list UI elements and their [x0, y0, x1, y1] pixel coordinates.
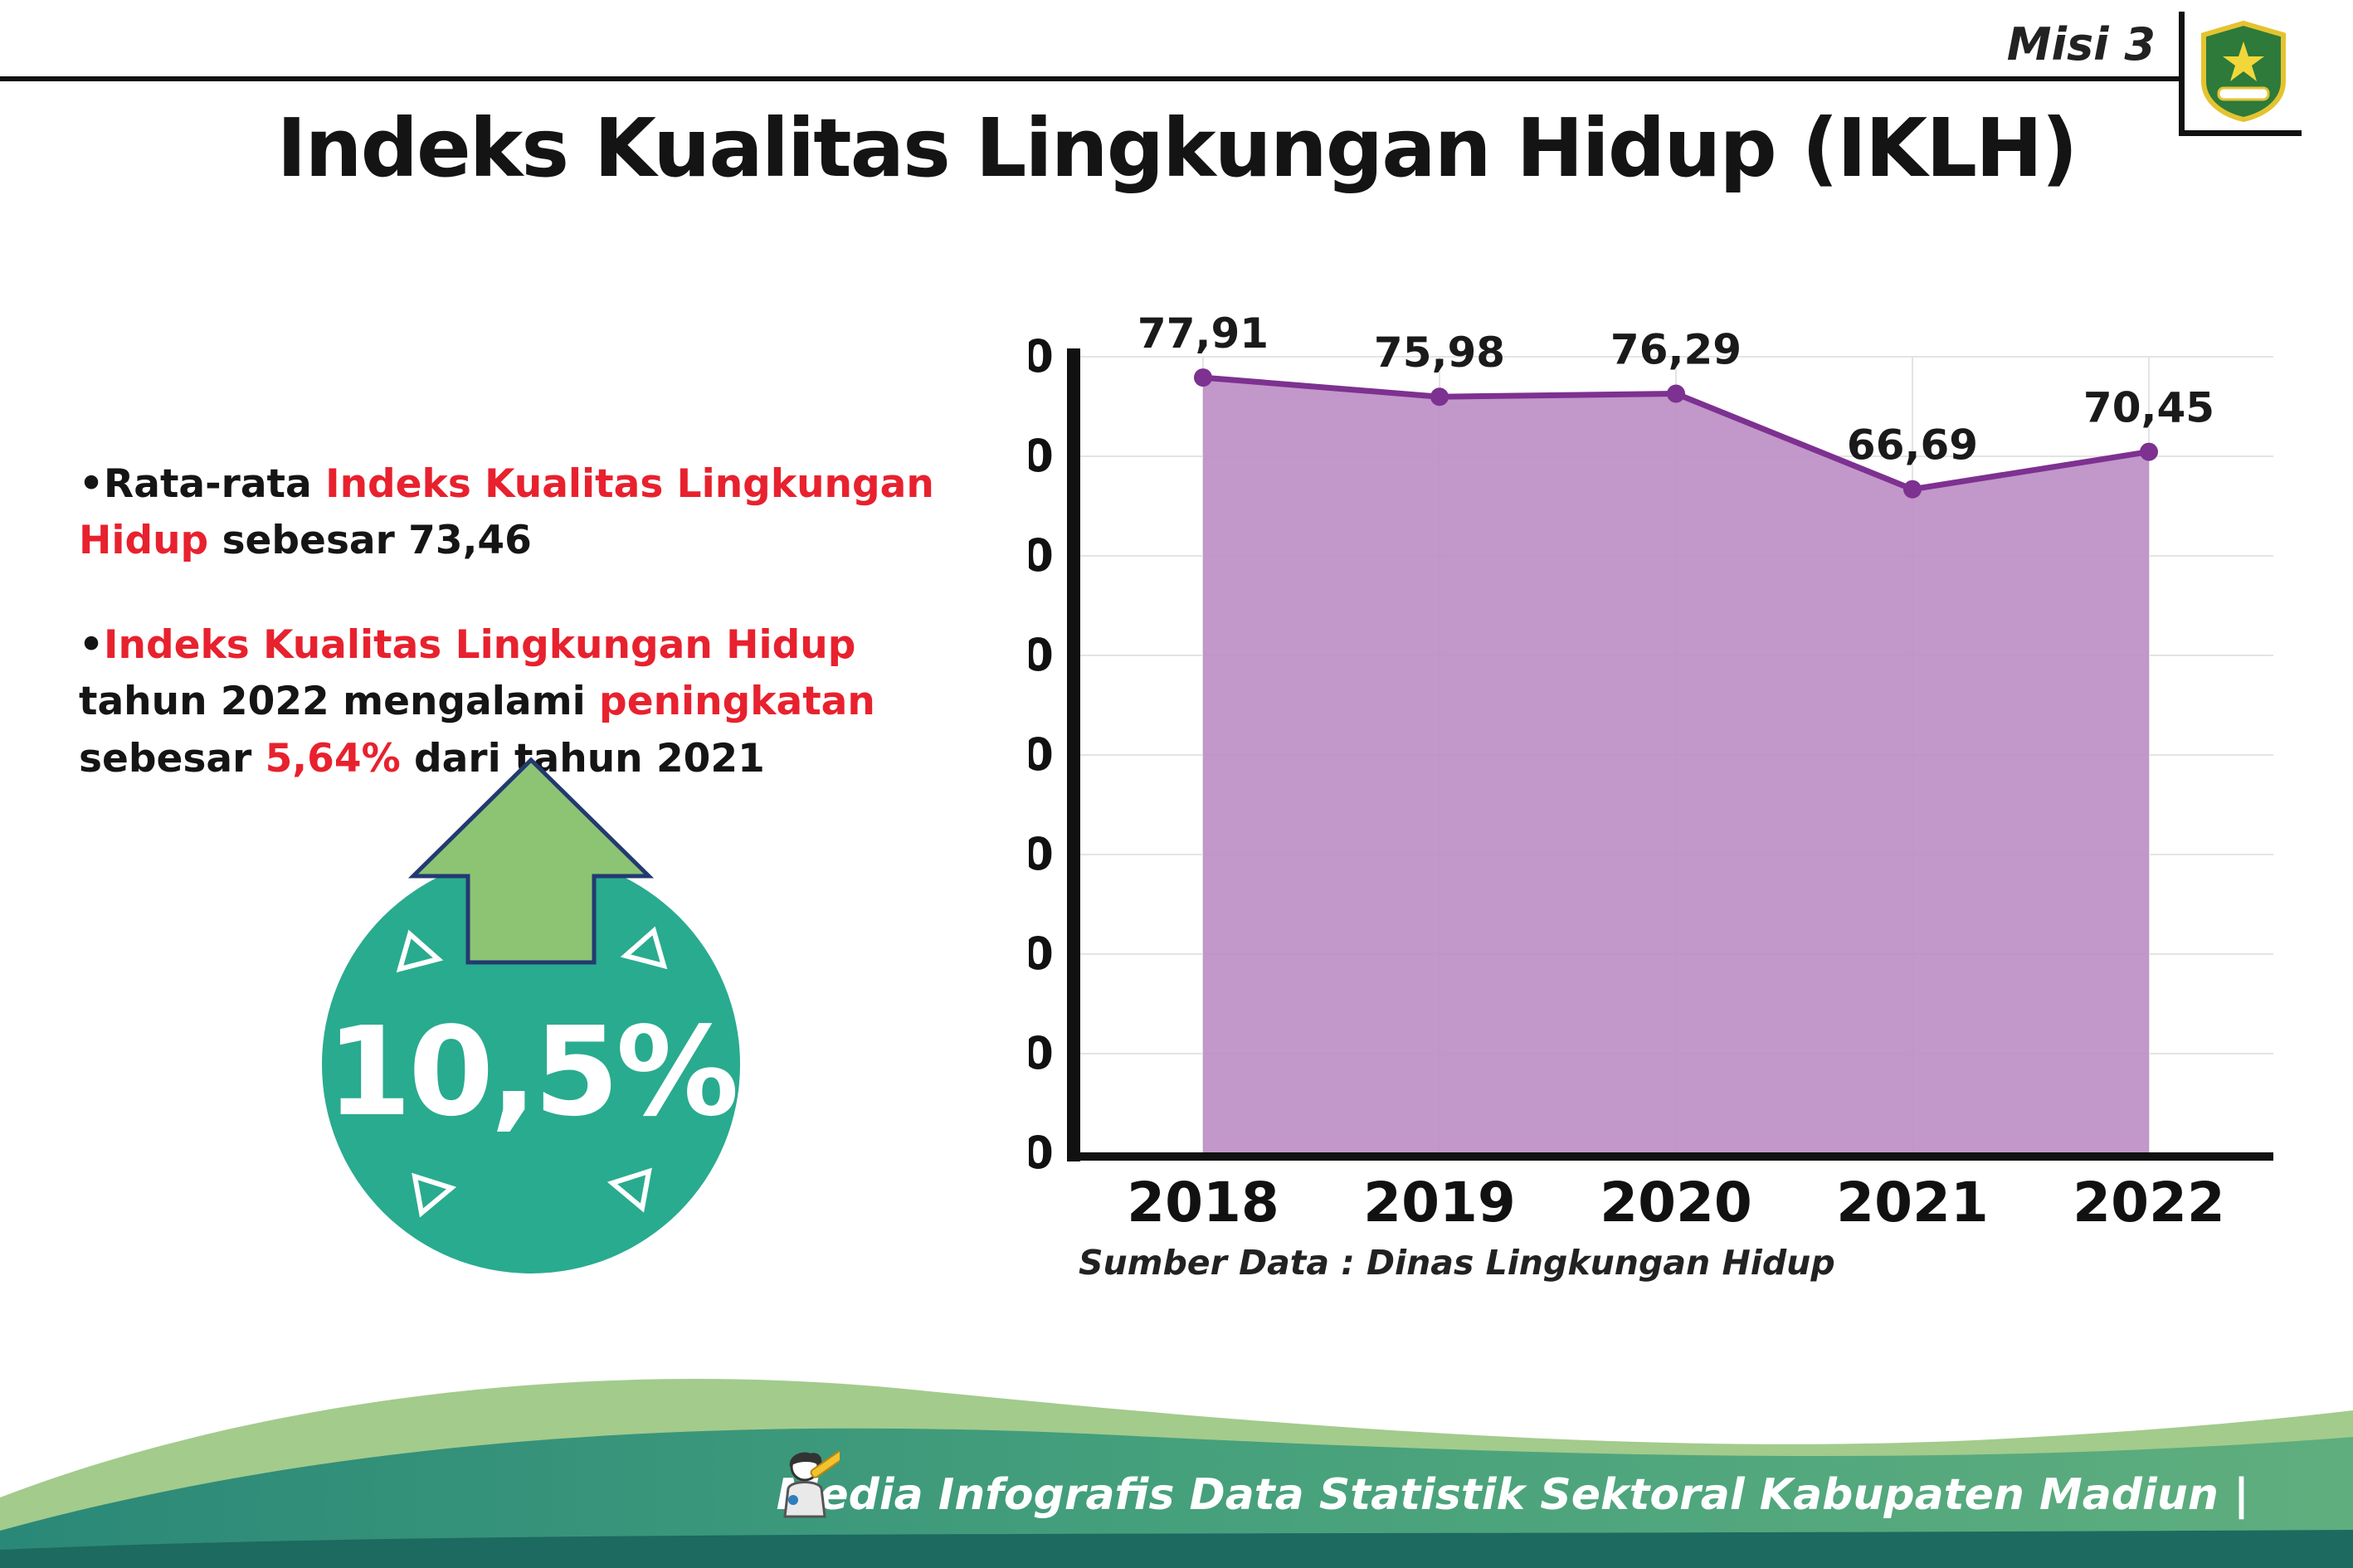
crest-icon — [2200, 20, 2286, 122]
y-tick-label: 10 — [1029, 1027, 1054, 1079]
value-label: 77,91 — [1138, 309, 1269, 358]
data-point — [1194, 368, 1212, 387]
y-tick-label: 60 — [1029, 529, 1054, 582]
page-title: Indeks Kualitas Lingkungan Hidup (IKLH) — [276, 101, 2078, 195]
bullet-marker: • — [79, 622, 105, 669]
y-tick-label: 80 — [1029, 330, 1054, 382]
value-label: 66,69 — [1847, 421, 1978, 470]
increase-badge-graphic — [322, 757, 740, 1273]
y-tick-label: 40 — [1029, 728, 1054, 781]
footer-credit: Media Infografis Data Statistik Sektoral… — [776, 1450, 2249, 1520]
increase-percentage: 10,5% — [326, 1001, 738, 1143]
y-axis — [1067, 348, 1080, 1161]
x-axis — [1067, 1152, 2273, 1161]
mascot-icon — [782, 1450, 840, 1518]
x-tick-label: 2020 — [1600, 1171, 1752, 1234]
bullet1-highlight: Indeks Kualitas Lingkungan Hidup — [79, 461, 934, 564]
footer-credit-text: Media Infografis Data Statistik Sektoral… — [776, 1470, 2249, 1520]
footer-wave-graphic — [0, 1379, 2353, 1568]
iklh-area-chart: 0 10 20 30 40 50 60 70 80 77,91 75,98 76,29 66,69 70,… — [991, 299, 2298, 1269]
data-point — [2140, 442, 2158, 461]
value-label: 70,45 — [2083, 384, 2214, 432]
bullet-item-increase: •Indeks Kualitas Lingkungan Hidup tahun … — [79, 617, 979, 786]
kabupaten-madiun-logo — [2179, 12, 2302, 136]
y-tick-label: 50 — [1029, 629, 1054, 681]
x-tick-label: 2021 — [1836, 1171, 1989, 1234]
bullet2-text-2: sebesar — [79, 735, 266, 782]
bullet-list: •Rata-rata Indeks Kualitas Lingkungan Hi… — [79, 456, 979, 835]
bullet1-text: Rata-rata — [104, 461, 326, 507]
value-label: 76,29 — [1610, 326, 1742, 374]
data-point — [1903, 480, 1922, 499]
bullet-marker: • — [79, 461, 105, 507]
chart-area-fill — [1203, 377, 2149, 1153]
bullet-item-average: •Rata-rata Indeks Kualitas Lingkungan Hi… — [79, 456, 979, 569]
data-point — [1430, 387, 1449, 407]
x-tick-label: 2022 — [2073, 1171, 2225, 1234]
footer-wave: Media Infografis Data Statistik Sektoral… — [0, 1344, 2353, 1568]
x-tick-label: 2018 — [1127, 1171, 1279, 1234]
bullet2-text-1: tahun 2022 mengalami — [79, 679, 600, 725]
bullet2-highlight-3: 5,64% — [265, 735, 401, 782]
badge-tick-icon — [412, 1172, 457, 1218]
badge-tick-icon — [396, 929, 444, 973]
chart-source: Sumber Data : Dinas Lingkungan Hidup — [1079, 1243, 1835, 1283]
bullet2-highlight-2: peningkatan — [599, 679, 875, 725]
y-tick-label: 20 — [1029, 928, 1054, 980]
value-label: 75,98 — [1374, 329, 1505, 377]
footer-wave-dark — [0, 1530, 2353, 1568]
header-divider — [0, 76, 2197, 81]
increase-badge: 10,5% — [317, 745, 745, 1283]
badge-tick-icon — [620, 926, 668, 970]
data-point — [1667, 384, 1685, 403]
misi-label: Misi 3 — [2006, 18, 2156, 71]
y-tick-label: 70 — [1029, 430, 1054, 482]
y-tick-label: 30 — [1029, 828, 1054, 880]
x-tick-label: 2019 — [1363, 1171, 1516, 1234]
bullet1-tail: sebesar 73,46 — [208, 518, 532, 564]
badge-tick-icon — [607, 1167, 652, 1213]
bullet2-tail: dari tahun 2021 — [400, 735, 765, 782]
up-arrow-icon — [407, 757, 655, 965]
y-tick-label: 0 — [1029, 1127, 1054, 1179]
bullet2-highlight-1: Indeks Kualitas Lingkungan Hidup — [104, 622, 856, 669]
